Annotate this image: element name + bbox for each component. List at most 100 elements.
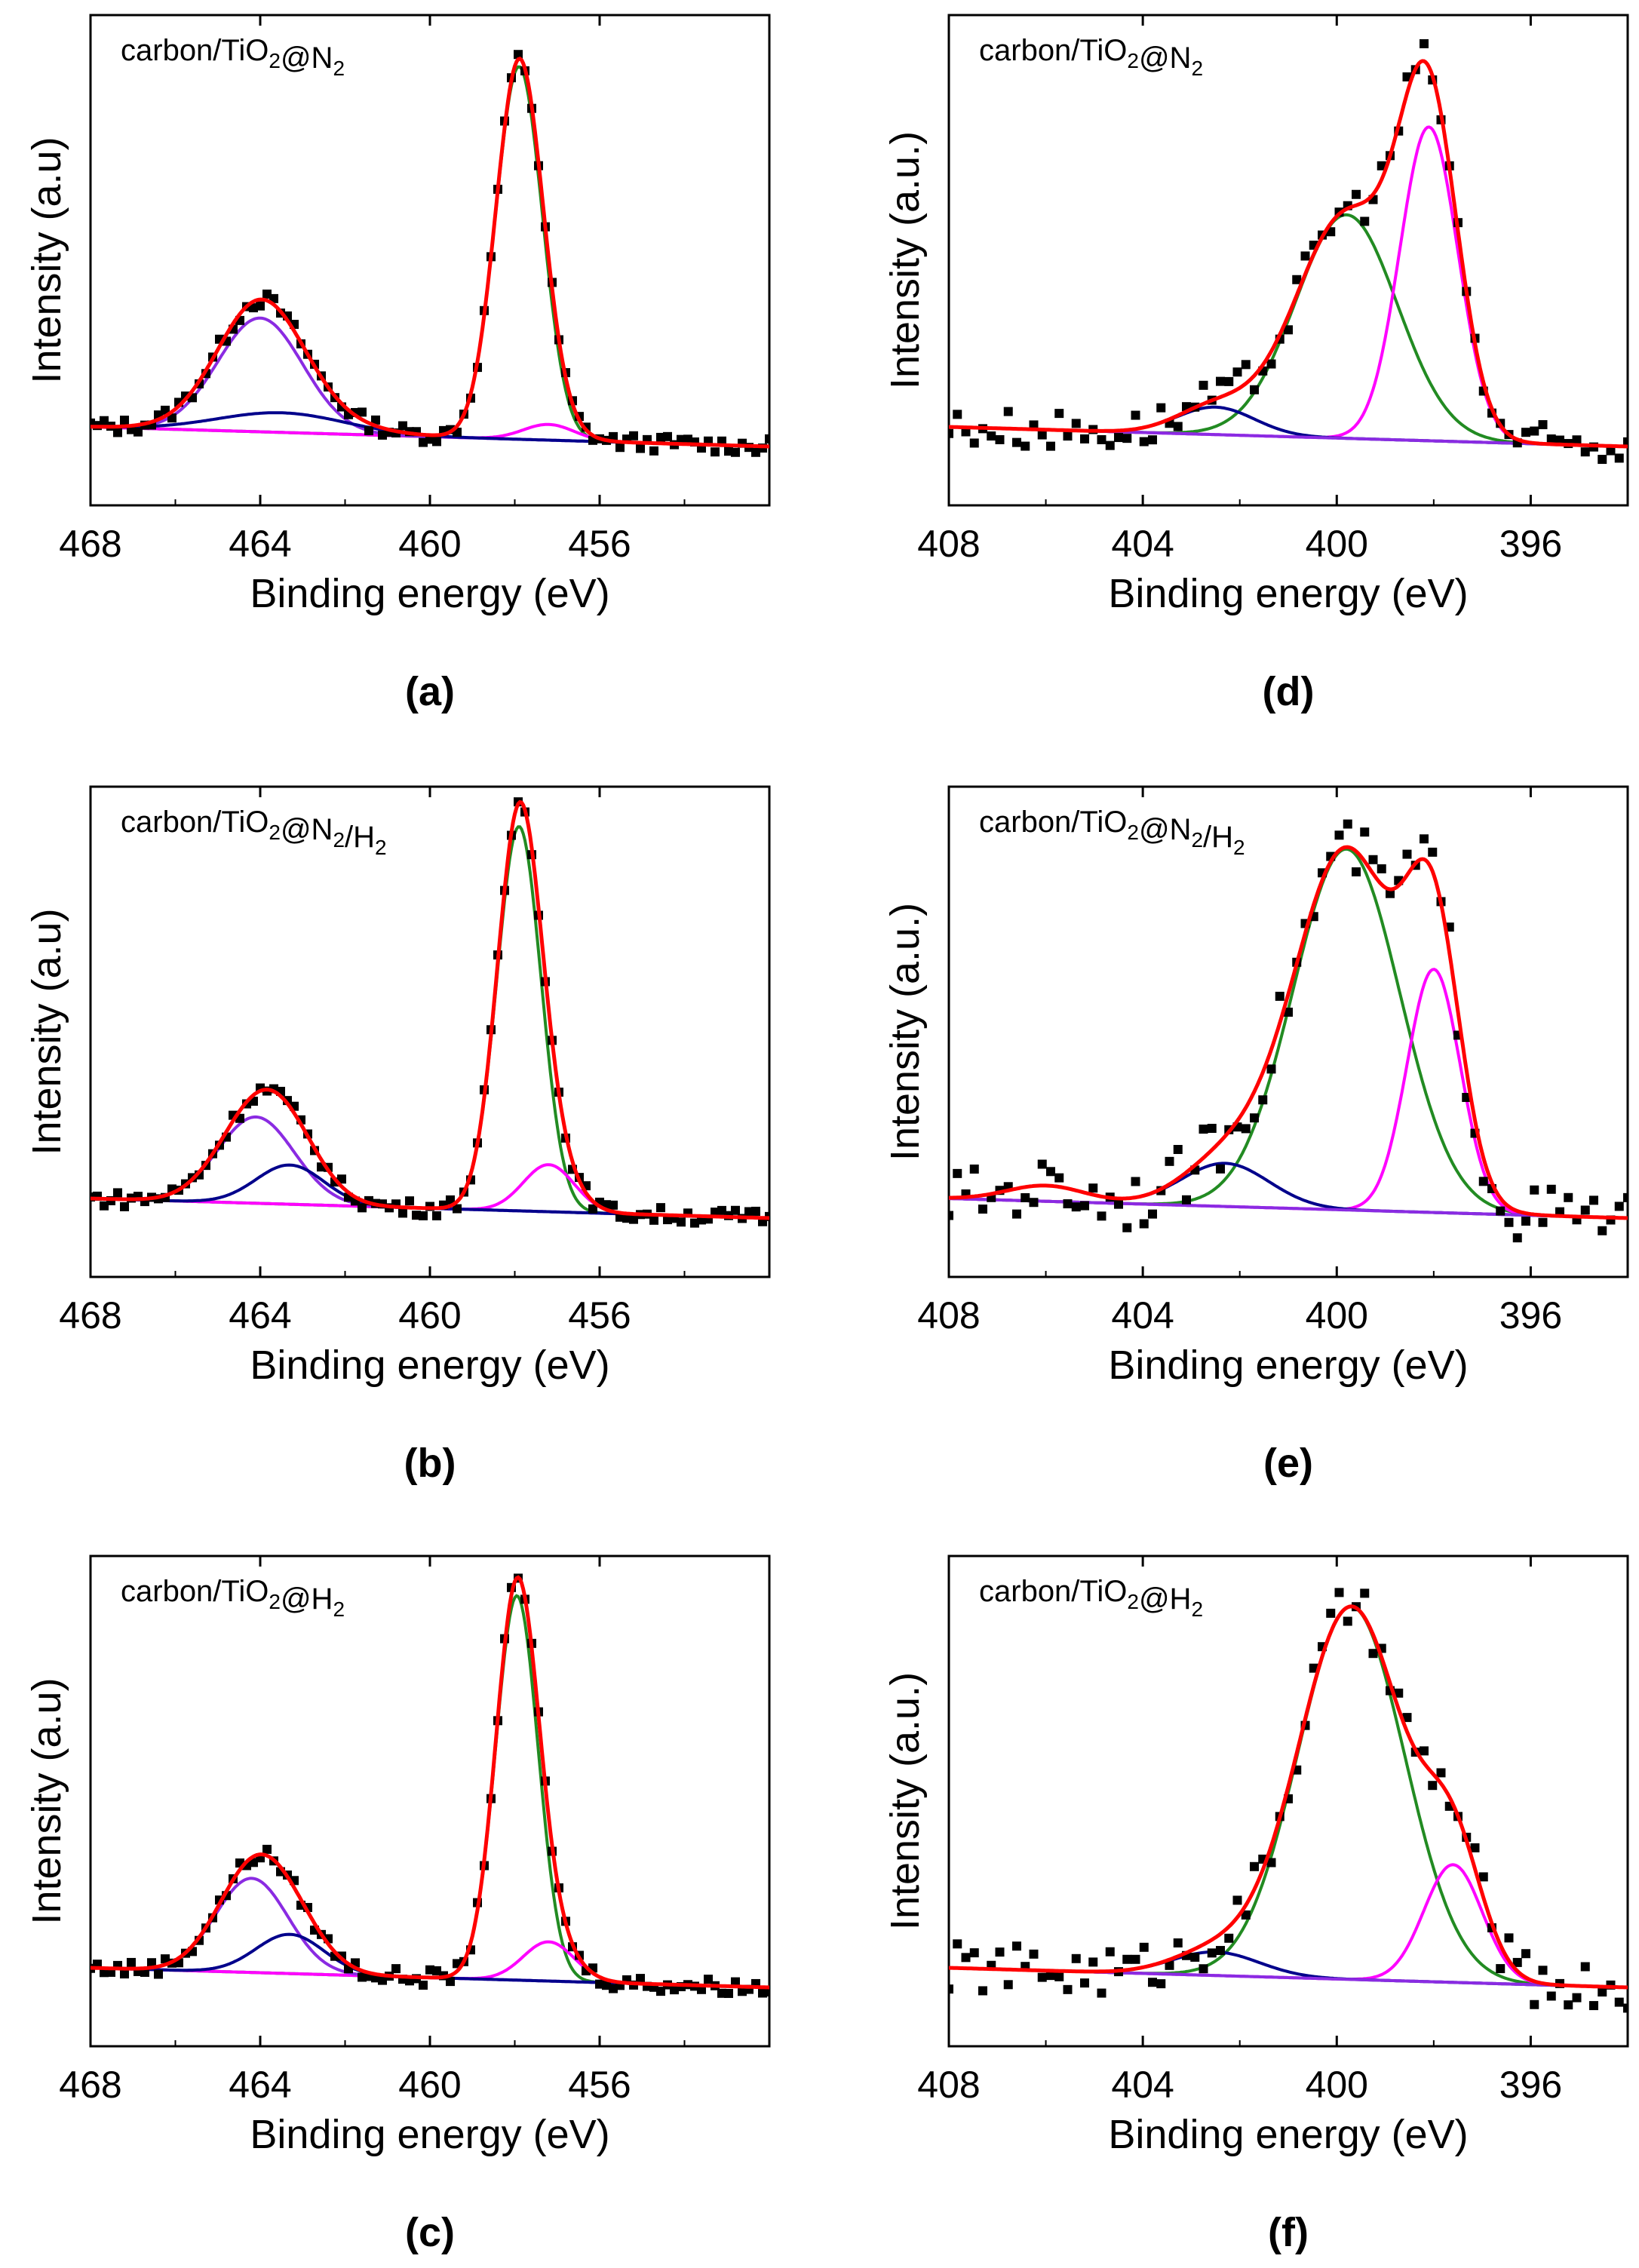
panel-f: 408 404 400 396 Binding energy (eV) Intensity… [882, 1554, 1629, 2255]
data-point [1436, 1768, 1446, 1778]
data-point [1037, 1972, 1047, 1982]
data-point [961, 1953, 971, 1963]
x-tick-label: 464 [229, 1294, 291, 1337]
data-point [1199, 1964, 1208, 1974]
data-point [1538, 420, 1548, 430]
data-point [446, 1195, 455, 1205]
data-point [1284, 1007, 1293, 1017]
data-point [1250, 1113, 1259, 1123]
panel-c: 468 464 460 456 Binding energy (eV) Intensity… [24, 1554, 771, 2255]
panel-d: 408 404 400 396 Binding energy (eV) Intensity… [882, 14, 1629, 714]
data-point [1199, 1125, 1208, 1134]
data-point [1368, 855, 1378, 864]
data-point [1021, 1192, 1030, 1202]
data-point [1360, 1588, 1370, 1598]
data-point [1139, 1942, 1149, 1952]
data-point [1598, 455, 1607, 465]
data-point [1334, 1588, 1344, 1597]
x-tick-label: 468 [59, 1294, 121, 1337]
data-point [636, 443, 645, 453]
data-point [1012, 1941, 1021, 1951]
data-point [1555, 435, 1564, 445]
data-point [1131, 410, 1140, 420]
data-point [1088, 1183, 1098, 1193]
data-point [262, 1844, 272, 1854]
data-point [1530, 426, 1539, 436]
data-point [995, 434, 1005, 444]
panel-a: 468 464 460 456 Binding energy (eV) Intensity… [24, 14, 771, 714]
data-point [358, 407, 367, 417]
data-point [751, 1206, 760, 1216]
y-axis-label: Intensity (a.u.) [882, 131, 928, 389]
data-point [1173, 1145, 1183, 1155]
data-point [677, 1217, 686, 1227]
data-point [1496, 1206, 1505, 1216]
data-point [1097, 434, 1106, 444]
data-point [1386, 888, 1395, 898]
component-green [949, 847, 1628, 1220]
data-point [1063, 431, 1073, 441]
envelope-fit [949, 1604, 1628, 1990]
data-point [1266, 1858, 1276, 1867]
x-tick-label: 396 [1499, 1294, 1562, 1337]
data-point [1343, 1616, 1352, 1626]
data-point [1504, 1217, 1514, 1227]
data-point [1156, 1979, 1166, 1989]
data-point [398, 1208, 407, 1218]
data-point [1368, 1649, 1378, 1659]
data-point [1420, 834, 1429, 844]
data-point [1148, 1209, 1157, 1219]
data-point [1589, 1195, 1598, 1205]
data-point [1139, 1219, 1149, 1229]
data-point [1241, 1910, 1251, 1920]
data-point [1054, 409, 1064, 419]
component-navy [91, 1932, 769, 1989]
data-point [1148, 435, 1157, 445]
data-point [1580, 1205, 1590, 1215]
x-tick-label: 456 [568, 523, 631, 565]
data-point [969, 1948, 979, 1958]
data-point [1199, 380, 1208, 390]
data-point [1377, 864, 1386, 873]
data-point [1614, 1202, 1624, 1211]
data-point [432, 1211, 441, 1220]
y-axis-label: Intensity (a.u.) [882, 903, 928, 1161]
data-point [1097, 1211, 1106, 1221]
data-point [1343, 819, 1352, 829]
data-point [731, 1205, 740, 1215]
data-point [636, 1974, 645, 1984]
sample-label: carbon/TiO2@N2/H2 [979, 806, 1245, 859]
x-axis-label: Binding energy (eV) [1108, 1343, 1468, 1388]
x-tick-label: 460 [398, 1294, 461, 1337]
data-point [649, 446, 658, 456]
data-point [1232, 367, 1242, 377]
panel-label: (d) [1263, 669, 1315, 714]
data-point [765, 1987, 769, 1996]
data-point [1122, 1223, 1132, 1232]
panel-label: (e) [1263, 1441, 1313, 1486]
data-point [1029, 1198, 1039, 1208]
data-point [1258, 1095, 1268, 1105]
data-point [1037, 430, 1047, 440]
data-point [1614, 1997, 1624, 2007]
data-point [953, 1939, 962, 1949]
data-point [1080, 1978, 1089, 1988]
data-point [1063, 1984, 1073, 1994]
data-point [1266, 1064, 1276, 1074]
data-point [113, 428, 122, 437]
plot-area [91, 1573, 769, 1998]
data-point [1546, 1184, 1556, 1194]
data-point [1012, 1209, 1021, 1219]
data-point [161, 405, 170, 415]
y-axis-label: Intensity (a.u) [24, 1677, 69, 1924]
x-tick-label: 404 [1111, 523, 1174, 565]
data-point [1326, 1608, 1336, 1618]
data-point [1241, 1124, 1251, 1134]
data-point [949, 1211, 953, 1220]
data-point [1470, 1843, 1480, 1852]
data-point [731, 1977, 740, 1987]
data-point [1352, 867, 1361, 876]
x-tick-label: 408 [917, 2064, 980, 2106]
data-point [419, 1211, 428, 1220]
data-point [1530, 1185, 1539, 1195]
